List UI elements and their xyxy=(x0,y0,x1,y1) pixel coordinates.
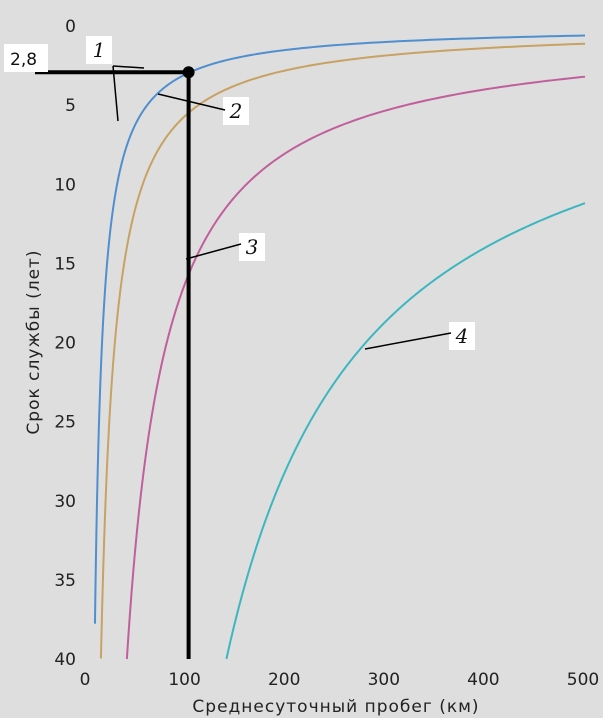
data-point xyxy=(485,89,486,90)
value-callout-label: 2,8 xyxy=(10,50,37,70)
data-point xyxy=(100,658,101,659)
series-line-1 xyxy=(93,34,586,624)
y-tick-label: 20 xyxy=(54,334,76,354)
x-tick-label: 100 xyxy=(168,670,200,690)
data-point xyxy=(584,203,585,204)
data-point xyxy=(126,247,127,248)
data-point xyxy=(435,279,436,280)
reference-point xyxy=(182,66,195,79)
x-axis-title: Среднесуточный пробег (км) xyxy=(192,697,479,717)
series-line-4 xyxy=(225,202,586,660)
data-point xyxy=(101,342,102,343)
curve-label-leader xyxy=(185,243,242,260)
data-point xyxy=(246,579,247,580)
data-point xyxy=(146,173,147,174)
data-point xyxy=(485,247,486,248)
data-point xyxy=(535,82,536,83)
curve-label-box xyxy=(86,36,112,64)
data-point xyxy=(286,70,287,71)
y-tick-label: 5 xyxy=(65,96,76,116)
curve-label-leader xyxy=(364,332,452,350)
curve-label-3: 3 xyxy=(246,235,259,259)
data-point xyxy=(226,658,227,659)
curve-label-4: 4 xyxy=(455,324,469,348)
data-point xyxy=(286,49,287,50)
x-tick-label: 300 xyxy=(368,670,400,690)
curve-label-box xyxy=(223,97,249,125)
data-point xyxy=(106,469,107,470)
curve-label-2: 2 xyxy=(229,99,243,123)
y-axis-title: Срок службы (лет) xyxy=(24,249,44,434)
data-point xyxy=(136,532,137,533)
data-point xyxy=(435,98,436,99)
data-point xyxy=(116,321,117,322)
data-point xyxy=(126,658,127,659)
data-point xyxy=(335,127,336,128)
curve-label-box xyxy=(239,233,265,261)
y-tick-label: 30 xyxy=(54,492,76,512)
data-point xyxy=(146,105,147,106)
data-point xyxy=(111,380,112,381)
x-tick-label: 400 xyxy=(467,670,499,690)
data-point xyxy=(485,37,486,38)
data-point xyxy=(385,109,386,110)
series-group xyxy=(93,34,586,660)
data-point xyxy=(126,144,127,145)
y-tick-label: 10 xyxy=(54,175,76,195)
plot-area xyxy=(87,26,585,659)
x-tick-labels: 0 100 200 300 400 500 xyxy=(80,670,600,690)
data-point xyxy=(584,76,585,77)
data-point xyxy=(236,57,237,58)
data-point xyxy=(96,516,97,517)
data-point xyxy=(485,48,486,49)
y-tick-label: 0 xyxy=(65,17,76,37)
data-point xyxy=(206,236,207,237)
series-line-2 xyxy=(99,42,586,659)
y-tick-label: 25 xyxy=(54,413,76,433)
series-line-3 xyxy=(125,75,586,660)
data-point xyxy=(535,222,536,223)
curve-label-leader xyxy=(112,65,119,122)
y-tick-label: 35 xyxy=(54,571,76,591)
curve-label-leader xyxy=(157,93,226,111)
value-callout-box xyxy=(4,44,48,72)
x-tick-label: 200 xyxy=(268,670,300,690)
data-point xyxy=(385,321,386,322)
data-point xyxy=(94,658,95,659)
data-point xyxy=(166,342,167,343)
data-point xyxy=(236,84,237,85)
annotations-group: 2,8 1 2 3 4 xyxy=(4,36,475,659)
curve-label-box xyxy=(449,322,475,350)
curve-label-leader xyxy=(112,65,145,69)
data-point xyxy=(335,380,336,381)
x-tick-label: 500 xyxy=(567,670,599,690)
data-point xyxy=(385,55,386,56)
data-point xyxy=(236,195,237,196)
y-tick-labels: 0 5 10 15 20 25 30 35 40 xyxy=(54,17,76,670)
data-point xyxy=(286,152,287,153)
data-point xyxy=(365,342,366,343)
data-point xyxy=(98,421,99,422)
y-tick-label: 15 xyxy=(54,254,76,274)
y-tick-label: 40 xyxy=(54,650,76,670)
plot-area-group xyxy=(87,26,585,659)
data-point xyxy=(116,184,117,185)
data-point xyxy=(106,263,107,264)
data-point xyxy=(266,518,267,519)
curve-label-1: 1 xyxy=(93,38,106,62)
data-point xyxy=(286,469,287,470)
data-point xyxy=(166,136,167,137)
data-point xyxy=(584,35,585,36)
data-point xyxy=(102,579,103,580)
data-point xyxy=(146,448,147,449)
data-point xyxy=(584,43,585,44)
x-tick-label: 0 xyxy=(80,670,91,690)
data-point xyxy=(385,41,386,42)
